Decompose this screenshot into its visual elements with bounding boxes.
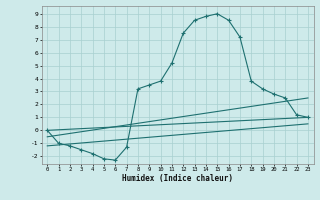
X-axis label: Humidex (Indice chaleur): Humidex (Indice chaleur): [122, 174, 233, 183]
